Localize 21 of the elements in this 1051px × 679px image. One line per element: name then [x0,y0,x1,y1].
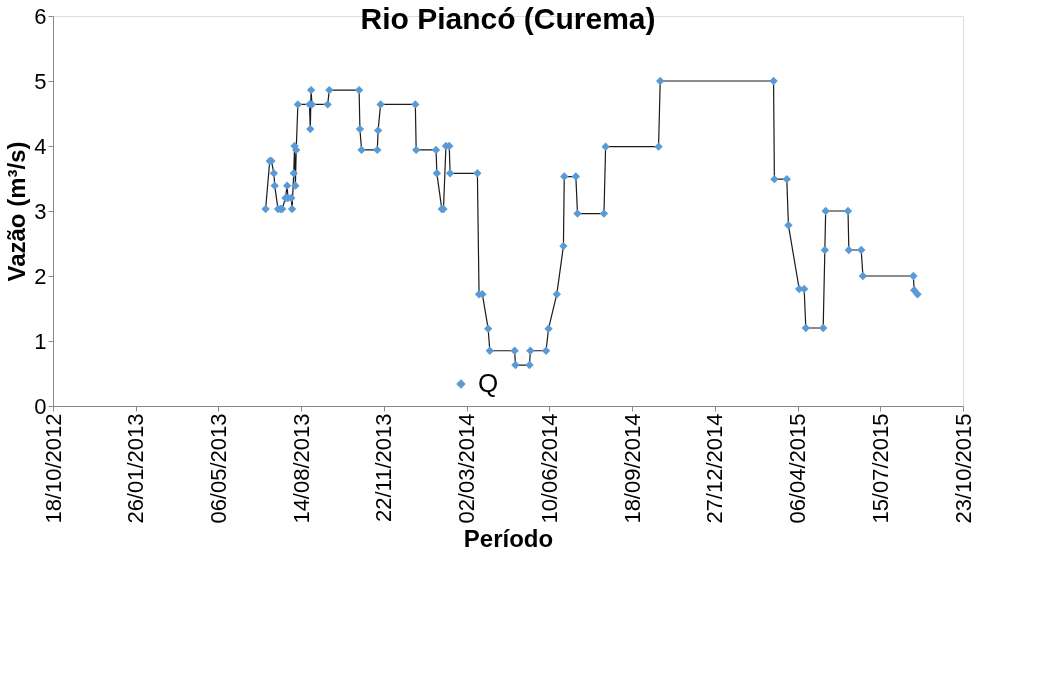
x-tick-label: 26/01/2013 [123,413,149,524]
x-tick-label: 15/07/2015 [867,413,893,524]
chart-title: Rio Piancó (Curema) [360,2,656,35]
x-tick-label: 27/12/2014 [702,413,728,524]
x-axis-title: Período [463,524,554,552]
x-tick-label: 10/06/2014 [536,413,562,524]
x-tick-label: 18/09/2014 [619,413,645,524]
y-tick-label: 6 [34,3,47,29]
y-tick-label: 5 [34,68,47,94]
x-tick-label: 02/03/2014 [454,413,480,524]
y-tick-label: 2 [34,263,47,289]
y-axis-title: Vazão (m³/s) [3,141,31,282]
y-tick-label: 1 [34,328,47,354]
x-tick-label: 22/11/2013 [371,413,397,522]
x-tick-label: 14/08/2013 [288,413,314,524]
x-tick-label: 06/04/2015 [785,413,811,524]
y-tick-label: 4 [34,133,47,159]
legend-label: Q [478,368,499,398]
x-tick-label: 06/05/2013 [205,413,231,524]
y-tick-label: 3 [34,198,47,224]
x-tick-label: 23/10/2015 [950,413,976,524]
